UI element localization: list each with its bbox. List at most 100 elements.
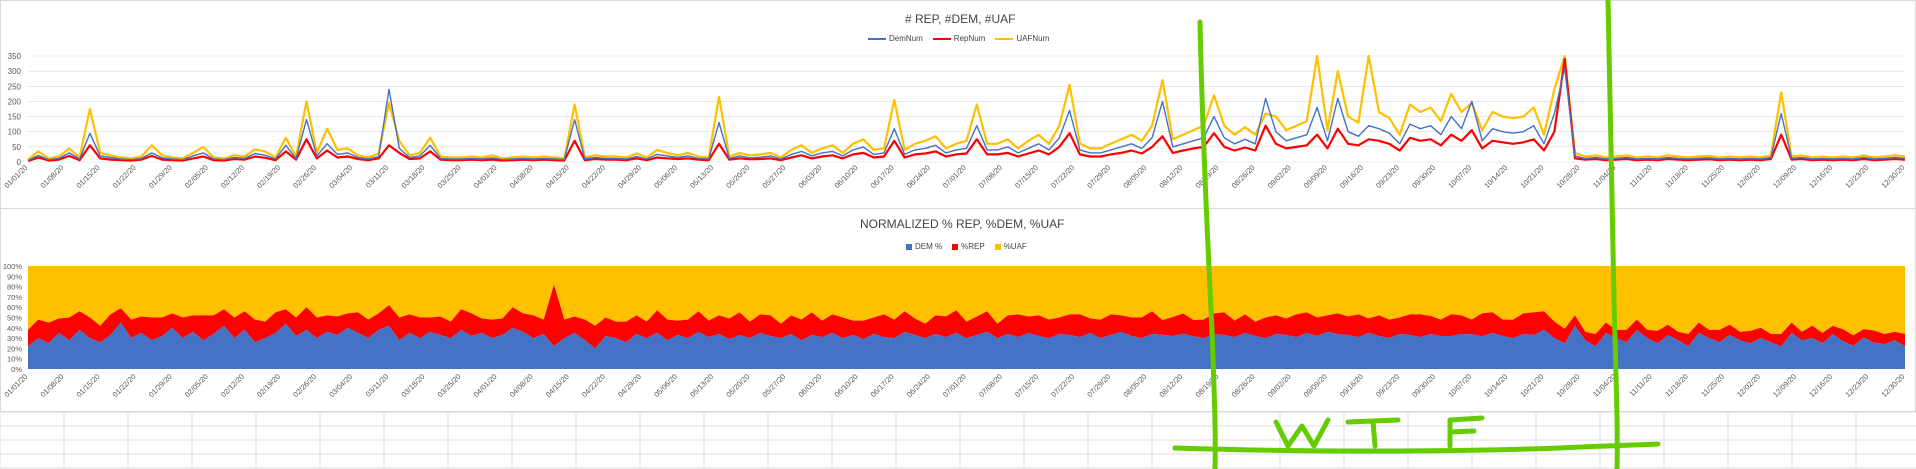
x-tick-label: 12/16/20 bbox=[1807, 163, 1834, 190]
legend-swatch bbox=[906, 243, 912, 250]
legend-swatch bbox=[868, 37, 886, 40]
x-tick-label: 12/30/20 bbox=[1879, 372, 1906, 399]
chart2-title: NORMALIZED % REP, %DEM, %UAF bbox=[860, 217, 1065, 231]
x-tick-label: 02/19/20 bbox=[255, 163, 282, 190]
x-tick-label: 12/09/20 bbox=[1771, 163, 1798, 190]
x-tick-label: 10/28/20 bbox=[1555, 372, 1582, 399]
y-tick-label: 20% bbox=[7, 344, 22, 353]
x-tick-label: 01/22/20 bbox=[111, 163, 138, 190]
y-tick-label: 80% bbox=[7, 283, 22, 292]
x-tick-label: 07/08/20 bbox=[977, 372, 1004, 399]
legend-label: %UAF bbox=[1003, 242, 1027, 251]
chart1-title: # REP, #DEM, #UAF bbox=[905, 12, 1016, 26]
x-tick-label: 12/30/20 bbox=[1879, 163, 1906, 190]
x-tick-label: 08/26/20 bbox=[1230, 372, 1257, 399]
x-tick-label: 07/22/20 bbox=[1049, 163, 1076, 190]
x-tick-label: 05/27/20 bbox=[760, 372, 787, 399]
x-tick-label: 07/15/20 bbox=[1013, 163, 1040, 190]
x-tick-label: 10/21/20 bbox=[1518, 372, 1545, 399]
x-tick-label: 06/10/20 bbox=[833, 372, 860, 399]
x-tick-label: 03/04/20 bbox=[327, 163, 354, 190]
x-tick-label: 03/18/20 bbox=[399, 372, 426, 399]
series-line-repnum bbox=[27, 57, 1906, 163]
x-tick-label: 03/18/20 bbox=[399, 163, 426, 190]
x-tick-label: 12/23/20 bbox=[1843, 163, 1870, 190]
x-tick-label: 08/12/20 bbox=[1157, 372, 1184, 399]
y-tick-label: 0 bbox=[17, 158, 22, 167]
x-tick-label: 04/29/20 bbox=[616, 163, 643, 190]
annotation-letter-t bbox=[1345, 417, 1401, 449]
legend-item-rep-pct: %REP bbox=[952, 242, 985, 251]
annotation-letter-f bbox=[1447, 415, 1485, 449]
area-band-pctuaf bbox=[28, 266, 1905, 336]
chart2-legend: DEM % %REP %UAF bbox=[906, 242, 1027, 251]
legend-item-uaf-pct: %UAF bbox=[994, 242, 1027, 251]
x-tick-label: 08/05/20 bbox=[1121, 372, 1148, 399]
x-tick-label: 06/03/20 bbox=[797, 163, 824, 190]
x-tick-label: 08/12/20 bbox=[1157, 163, 1184, 190]
x-tick-label: 01/29/20 bbox=[147, 372, 174, 399]
x-tick-label: 09/23/20 bbox=[1374, 372, 1401, 399]
legend-swatch bbox=[952, 243, 959, 250]
x-tick-label: 07/15/20 bbox=[1013, 372, 1040, 399]
y-tick-label: 200 bbox=[8, 97, 22, 106]
x-tick-label: 03/04/20 bbox=[327, 372, 354, 399]
x-tick-label: 09/30/20 bbox=[1410, 372, 1437, 399]
green-annotation: W T F bbox=[1172, 0, 1661, 469]
x-tick-label: 02/05/20 bbox=[183, 163, 210, 190]
x-tick-label: 08/05/20 bbox=[1121, 163, 1148, 190]
spreadsheet-grid bbox=[0, 411, 1916, 469]
x-tick-label: 05/13/20 bbox=[688, 372, 715, 399]
x-tick-label: 04/15/20 bbox=[544, 163, 571, 190]
x-tick-label: 02/19/20 bbox=[255, 372, 282, 399]
legend-item-repnum: RepNum bbox=[932, 34, 986, 43]
x-tick-label: 09/30/20 bbox=[1410, 163, 1437, 190]
x-tick-label: 04/01/20 bbox=[472, 163, 499, 190]
legend-label: UAFNum bbox=[1016, 34, 1050, 43]
x-tick-label: 04/22/20 bbox=[580, 372, 607, 399]
x-tick-label: 06/17/20 bbox=[869, 372, 896, 399]
x-tick-label: 11/25/20 bbox=[1699, 372, 1726, 399]
x-tick-label: 04/29/20 bbox=[616, 372, 643, 399]
x-tick-label: 11/11/20 bbox=[1628, 163, 1654, 189]
x-tick-label: 07/01/20 bbox=[941, 372, 968, 399]
x-tick-label: 09/09/20 bbox=[1302, 372, 1329, 399]
x-tick-label: 02/26/20 bbox=[291, 163, 318, 190]
legend-label: RepNum bbox=[953, 34, 986, 43]
x-tick-label: 07/29/20 bbox=[1085, 163, 1112, 190]
y-tick-label: 50 bbox=[12, 143, 21, 152]
y-tick-label: 90% bbox=[7, 272, 22, 281]
y-tick-label: 100 bbox=[8, 128, 22, 137]
x-tick-label: 01/01/20 bbox=[2, 163, 29, 190]
area-band-pctrep bbox=[28, 284, 1905, 349]
x-tick-label: 05/20/20 bbox=[724, 372, 751, 399]
chart-normalized: 0%10% 20%30%40%50% 60%70%80% 90%100% 01/01/2… bbox=[0, 208, 1916, 412]
x-tick-label: 01/15/20 bbox=[75, 372, 102, 399]
x-tick-label: 09/02/20 bbox=[1266, 163, 1293, 190]
x-tick-label: 07/29/20 bbox=[1085, 372, 1112, 399]
y-tick-label: 30% bbox=[7, 334, 22, 343]
x-tick-label: 03/11/20 bbox=[364, 372, 391, 399]
x-tick-label: 03/25/20 bbox=[436, 372, 463, 399]
chart-counts: 0 50 100 150 200 250 300 350 01/01/20 01/08/20 01/… bbox=[0, 0, 1916, 209]
legend-item-dem-pct: DEM % bbox=[906, 242, 942, 251]
legend-label: DEM % bbox=[915, 242, 943, 251]
legend-swatch bbox=[994, 243, 1001, 250]
x-tick-label: 02/05/20 bbox=[183, 372, 210, 399]
x-tick-label: 09/23/20 bbox=[1374, 163, 1401, 190]
x-tick-label: 02/26/20 bbox=[291, 372, 318, 399]
x-tick-label: 06/24/20 bbox=[905, 163, 932, 190]
x-tick-label: 10/07/20 bbox=[1446, 163, 1473, 190]
x-tick-label: 11/25/20 bbox=[1699, 163, 1726, 190]
x-tick-label: 04/08/20 bbox=[508, 163, 535, 190]
x-tick-label: 06/17/20 bbox=[869, 163, 896, 190]
x-tick-label: 06/03/20 bbox=[797, 372, 824, 399]
x-tick-label: 01/29/20 bbox=[147, 163, 174, 190]
x-tick-label: 07/01/20 bbox=[941, 163, 968, 190]
y-tick-label: 150 bbox=[8, 113, 22, 122]
y-tick-label: 0% bbox=[11, 365, 22, 374]
x-tick-label: 11/18/20 bbox=[1663, 163, 1690, 190]
x-tick-label: 12/16/20 bbox=[1807, 372, 1834, 399]
x-tick-label: 07/08/20 bbox=[977, 163, 1004, 190]
